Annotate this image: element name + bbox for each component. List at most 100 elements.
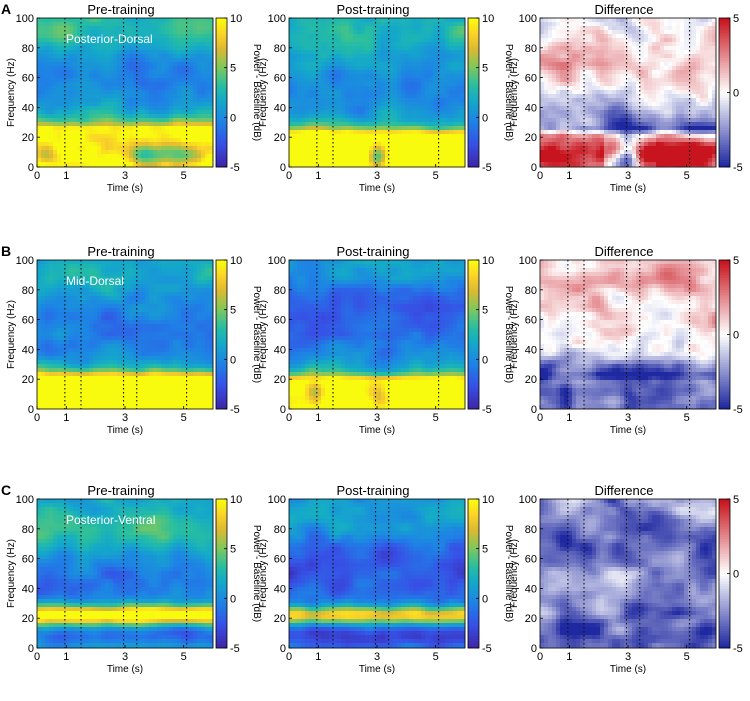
heatmap-cell bbox=[457, 162, 462, 167]
heatmap-cell bbox=[409, 114, 414, 119]
heatmap-cell bbox=[664, 74, 669, 79]
colorbar-segment bbox=[216, 22, 227, 26]
heatmap-cell bbox=[688, 86, 693, 91]
heatmap-cell bbox=[157, 22, 162, 27]
heatmap-cell bbox=[660, 66, 665, 71]
heatmap-cell bbox=[77, 26, 82, 31]
heatmap-cell bbox=[137, 82, 142, 87]
heatmap-cell bbox=[417, 142, 422, 147]
heatmap-cell bbox=[365, 134, 370, 139]
heatmap-cell bbox=[628, 150, 633, 155]
heatmap-cell bbox=[393, 98, 398, 103]
heatmap-cell bbox=[445, 150, 450, 155]
heatmap-cell bbox=[393, 150, 398, 155]
heatmap-cell bbox=[461, 22, 466, 27]
heatmap-cell bbox=[640, 102, 645, 107]
heatmap-cell bbox=[145, 122, 150, 127]
heatmap-cell bbox=[181, 102, 186, 107]
heatmap-cell bbox=[552, 106, 557, 111]
heatmap-cell bbox=[101, 142, 106, 147]
heatmap-cell bbox=[377, 118, 382, 123]
heatmap-cell bbox=[461, 70, 466, 75]
heatmap-cell bbox=[317, 134, 322, 139]
heatmap-cell bbox=[177, 110, 182, 115]
heatmap-cell bbox=[209, 50, 214, 55]
heatmap-cell bbox=[209, 26, 214, 31]
heatmap-cell bbox=[125, 102, 130, 107]
heatmap-cell bbox=[660, 34, 665, 39]
heatmap-cell bbox=[421, 102, 426, 107]
heatmap-cell bbox=[365, 34, 370, 39]
heatmap-cell bbox=[101, 86, 106, 91]
colorbar-segment bbox=[216, 25, 227, 29]
heatmap-cell bbox=[616, 106, 621, 111]
heatmap-cell bbox=[632, 122, 637, 127]
heatmap-cell bbox=[445, 134, 450, 139]
heatmap-cell bbox=[205, 46, 210, 51]
heatmap-cell bbox=[53, 70, 58, 75]
colorbar-segment bbox=[216, 137, 227, 141]
heatmap-cell bbox=[181, 70, 186, 75]
heatmap-cell bbox=[652, 106, 657, 111]
heatmap-cell bbox=[652, 26, 657, 31]
heatmap-cell bbox=[688, 46, 693, 51]
heatmap-cell bbox=[361, 126, 366, 131]
heatmap-cell bbox=[313, 122, 318, 127]
heatmap-cell bbox=[636, 78, 641, 83]
heatmap-cell bbox=[305, 66, 310, 71]
heatmap-cell bbox=[628, 98, 633, 103]
heatmap-cell bbox=[604, 70, 609, 75]
heatmap-cell bbox=[349, 90, 354, 95]
heatmap-cell bbox=[588, 102, 593, 107]
heatmap-cell bbox=[552, 66, 557, 71]
heatmap-cell bbox=[69, 134, 74, 139]
heatmap-cell bbox=[608, 78, 613, 83]
heatmap-cell bbox=[61, 78, 66, 83]
heatmap-cell bbox=[353, 134, 358, 139]
heatmap-cell bbox=[680, 134, 685, 139]
heatmap-cell bbox=[81, 154, 86, 159]
heatmap-cell bbox=[173, 150, 178, 155]
heatmap-cell bbox=[177, 34, 182, 39]
heatmap-cell bbox=[664, 122, 669, 127]
heatmap-cell bbox=[544, 86, 549, 91]
heatmap-cell bbox=[125, 122, 130, 127]
heatmap-cell bbox=[145, 70, 150, 75]
heatmap-cell bbox=[564, 110, 569, 115]
heatmap-cell bbox=[369, 78, 374, 83]
heatmap-cell bbox=[425, 22, 430, 27]
colorbar-segment bbox=[216, 32, 227, 36]
heatmap-cell bbox=[189, 98, 194, 103]
heatmap-cell bbox=[89, 90, 94, 95]
heatmap-cell bbox=[105, 110, 110, 115]
heatmap-cell bbox=[317, 90, 322, 95]
heatmap-cell bbox=[393, 66, 398, 71]
heatmap-cell bbox=[61, 74, 66, 79]
heatmap-cell bbox=[357, 102, 362, 107]
heatmap-cell bbox=[321, 62, 326, 67]
heatmap-cell bbox=[592, 18, 597, 23]
heatmap-cell bbox=[640, 106, 645, 111]
heatmap-cell bbox=[345, 26, 350, 31]
heatmap-cell bbox=[37, 70, 42, 75]
heatmap-cell bbox=[329, 110, 334, 115]
heatmap-cell bbox=[632, 70, 637, 75]
heatmap-cell bbox=[421, 30, 426, 35]
heatmap-cell bbox=[145, 154, 150, 159]
heatmap-cell bbox=[616, 22, 621, 27]
heatmap-cell bbox=[141, 110, 146, 115]
heatmap-cell bbox=[357, 18, 362, 23]
heatmap-cell bbox=[197, 22, 202, 27]
heatmap-cell bbox=[461, 98, 466, 103]
heatmap-cell bbox=[289, 66, 294, 71]
heatmap-cell bbox=[81, 26, 86, 31]
heatmap-cell bbox=[664, 38, 669, 43]
heatmap-cell bbox=[181, 66, 186, 71]
heatmap-cell bbox=[317, 118, 322, 123]
heatmap-cell bbox=[648, 118, 653, 123]
heatmap-cell bbox=[101, 114, 106, 119]
heatmap-cell bbox=[449, 90, 454, 95]
heatmap-cell bbox=[680, 154, 685, 159]
heatmap-cell bbox=[397, 138, 402, 143]
heatmap-cell bbox=[89, 142, 94, 147]
